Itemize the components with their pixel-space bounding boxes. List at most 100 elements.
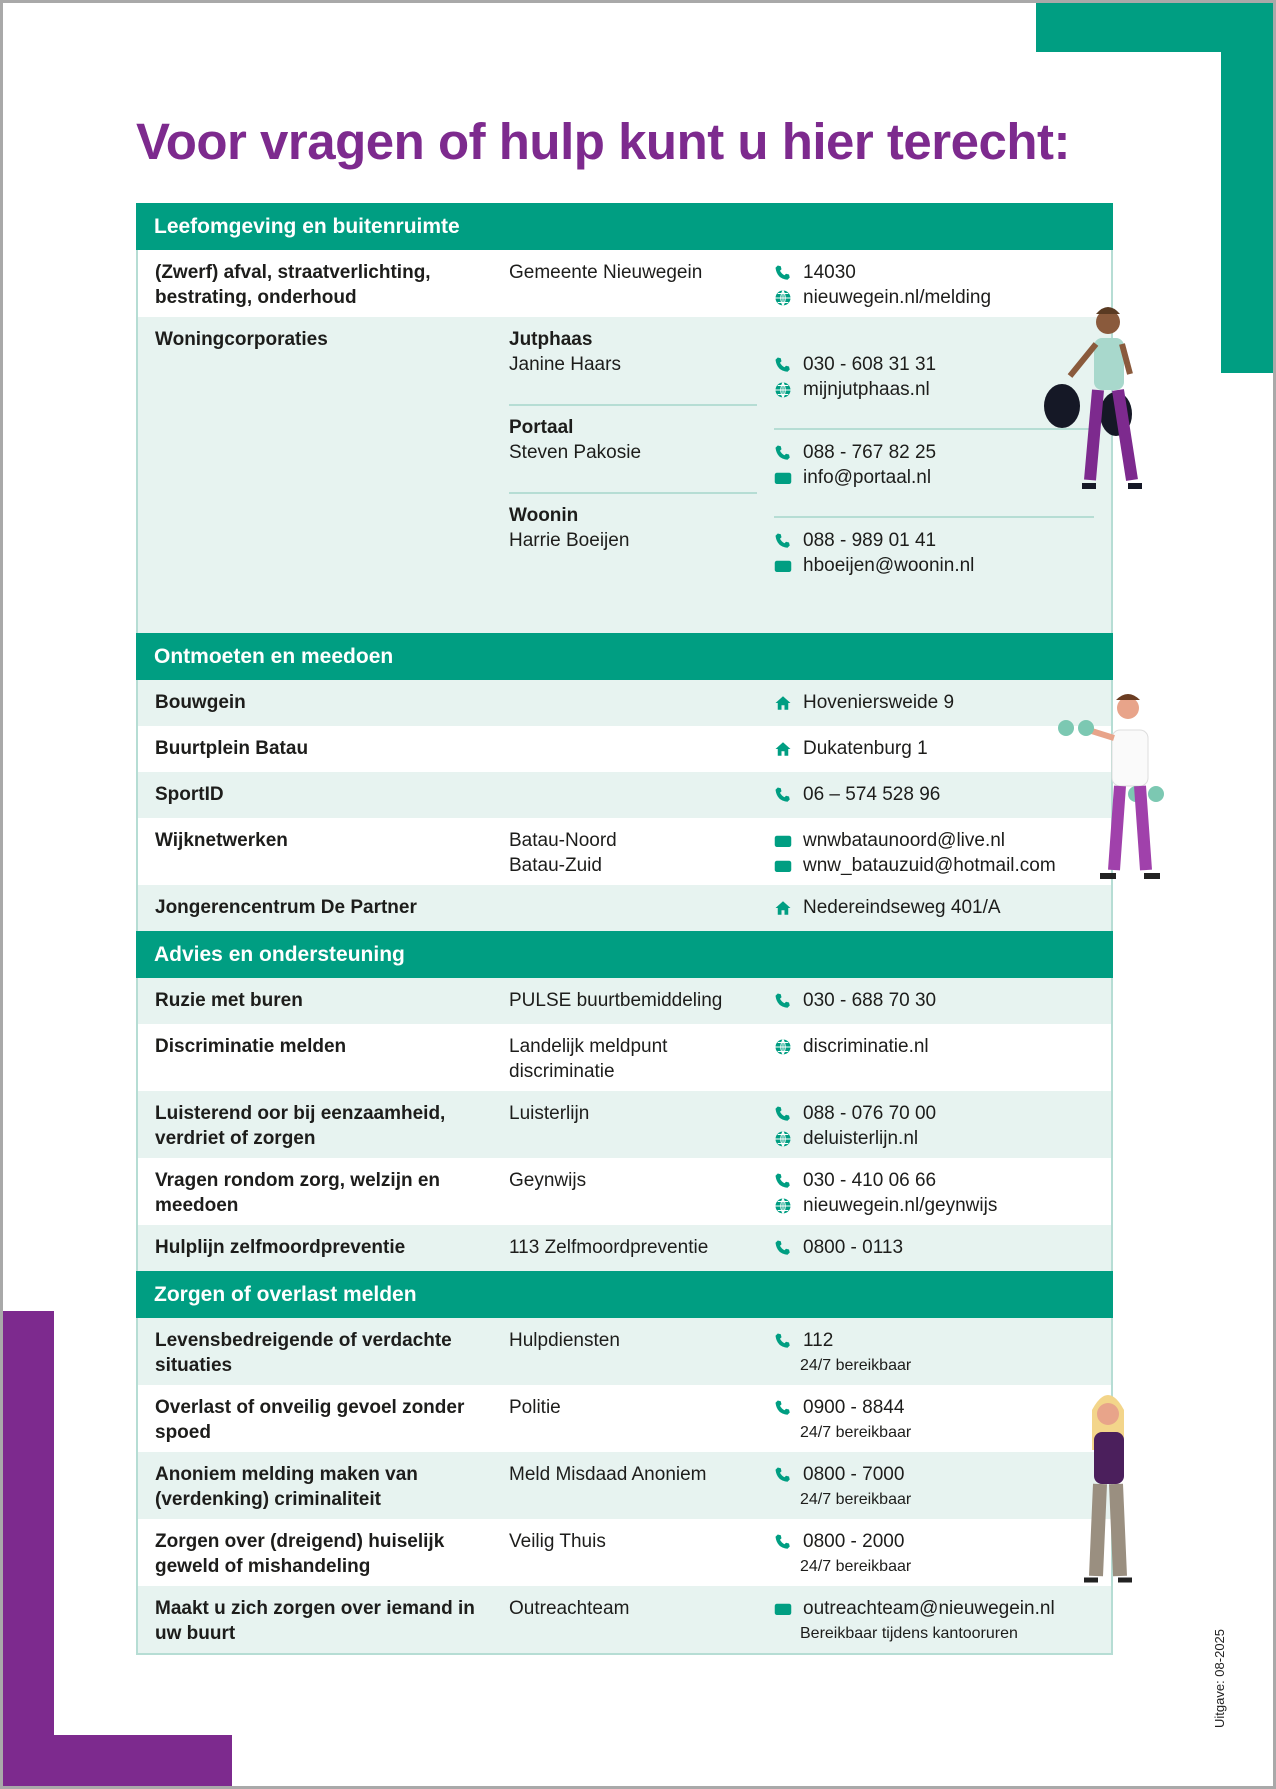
contact-item[interactable]: 0900 - 8844	[774, 1395, 1104, 1420]
phone-icon	[775, 445, 790, 460]
contact-text[interactable]: 030 - 688 70 30	[803, 990, 937, 1011]
contact-item[interactable]: 088 - 989 01 41	[774, 528, 1104, 553]
row-label: Hulplijn zelfmoordpreventie	[155, 1237, 406, 1258]
contact-text[interactable]: nieuwegein.nl/geynwijs	[803, 1195, 998, 1216]
contact-list: 088 - 076 70 00 deluisterlijn.nl	[774, 1101, 1104, 1151]
contact-text[interactable]: 0800 - 2000	[803, 1531, 905, 1552]
contact-item[interactable]: 030 - 608 31 31	[774, 352, 1104, 377]
organization-line: discriminatie	[509, 1061, 615, 1082]
phone-icon	[775, 1173, 790, 1188]
organization-line: Hulpdiensten	[509, 1330, 620, 1351]
home-icon	[775, 695, 791, 710]
row-label: Bouwgein	[155, 692, 246, 713]
contact-list: 112 24/7 bereikbaar	[774, 1328, 1104, 1378]
contact-item[interactable]: outreachteam@nieuwegein.nl	[774, 1596, 1104, 1621]
contact-text[interactable]: discriminatie.nl	[803, 1036, 929, 1057]
table-row: Ruzie met buren PULSE buurtbemiddeling 030…	[138, 978, 1111, 1024]
contact-item[interactable]: 06 – 574 528 96	[774, 782, 1104, 807]
contact-text[interactable]: outreachteam@nieuwegein.nl	[803, 1598, 1055, 1619]
availability-note: 24/7 bereikbaar	[800, 1491, 912, 1508]
contact-list: 0800 - 7000 24/7 bereikbaar	[774, 1462, 1104, 1512]
divider	[774, 428, 1094, 430]
phone-icon	[775, 1240, 790, 1255]
contact-item[interactable]: 112	[774, 1328, 1104, 1353]
contact-item[interactable]: 088 - 767 82 25	[774, 440, 1104, 465]
organization: Veilig Thuis	[509, 1529, 749, 1554]
contact-text[interactable]: 0900 - 8844	[803, 1397, 905, 1418]
organization-line: Meld Misdaad Anoniem	[509, 1464, 707, 1485]
organization: Geynwijs	[509, 1168, 749, 1193]
contact-list: 06 – 574 528 96	[774, 782, 1104, 807]
organization: Gemeente Nieuwegein	[509, 260, 749, 285]
organization-group: Woonin Harrie Boeijen	[509, 503, 749, 553]
divider	[509, 492, 757, 494]
contact-item[interactable]: 0800 - 7000	[774, 1462, 1104, 1487]
contact-item[interactable]: Dukatenburg 1	[774, 736, 1104, 761]
row-label: Discriminatie melden	[155, 1036, 347, 1057]
contact-item[interactable]: 0800 - 2000	[774, 1529, 1104, 1554]
row-label: Levensbedreigende of verdachte situaties	[155, 1330, 452, 1376]
contact-text[interactable]: 14030	[803, 262, 856, 283]
contact-list: discriminatie.nl	[774, 1034, 1104, 1059]
contact-list: 030 - 688 70 30	[774, 988, 1104, 1013]
contact-text[interactable]: Dukatenburg 1	[803, 738, 928, 759]
contact-item[interactable]: 088 - 076 70 00	[774, 1101, 1104, 1126]
organization: Landelijk meldpunt discriminatie	[509, 1034, 749, 1084]
organization: Politie	[509, 1395, 749, 1420]
contact-item[interactable]: nieuwegein.nl/geynwijs	[774, 1193, 1104, 1218]
phone-icon	[775, 993, 790, 1008]
contact-item[interactable]: discriminatie.nl	[774, 1034, 1104, 1059]
contact-text[interactable]: info@portaal.nl	[803, 467, 932, 488]
contact-text[interactable]: wnw_batauzuid@hotmail.com	[803, 855, 1056, 876]
contact-item[interactable]: Nedereindseweg 401/A	[774, 895, 1104, 920]
contact-person: Harrie Boeijen	[509, 530, 630, 551]
contact-item[interactable]: 030 - 410 06 66	[774, 1168, 1104, 1193]
contact-text[interactable]: 030 - 608 31 31	[803, 354, 937, 375]
contact-text[interactable]: Hoveniersweide 9	[803, 692, 955, 713]
row-label: Woningcorporaties	[155, 329, 328, 350]
contact-person: Steven Pakosie	[509, 442, 642, 463]
contact-text[interactable]: 088 - 989 01 41	[803, 530, 937, 551]
section-header: Leefomgeving en buitenruimte	[136, 203, 1113, 250]
contact-text[interactable]: Nedereindseweg 401/A	[803, 897, 1001, 918]
contact-item[interactable]: nieuwegein.nl/melding	[774, 285, 1104, 310]
organization: PULSE buurtbemiddeling	[509, 988, 749, 1013]
contact-list: wnwbataunoord@live.nl wnw_batauzuid@hotma…	[774, 828, 1104, 878]
organization-line: Gemeente Nieuwegein	[509, 262, 703, 283]
contact-item[interactable]: Hoveniersweide 9	[774, 690, 1104, 715]
row-label: Ruzie met buren	[155, 990, 303, 1011]
contact-item[interactable]: 0800 - 0113	[774, 1235, 1104, 1260]
contact-text[interactable]: 030 - 410 06 66	[803, 1170, 937, 1191]
contact-text[interactable]: deluisterlijn.nl	[803, 1128, 919, 1149]
contact-text[interactable]: nieuwegein.nl/melding	[803, 287, 992, 308]
contact-text[interactable]: mijnjutphaas.nl	[803, 379, 930, 400]
contact-item[interactable]: mijnjutphaas.nl	[774, 377, 1104, 402]
contact-item[interactable]: info@portaal.nl	[774, 465, 1104, 490]
contact-item[interactable]: 14030	[774, 260, 1104, 285]
contact-item[interactable]: 030 - 688 70 30	[774, 988, 1104, 1013]
row-label: SportID	[155, 784, 224, 805]
globe-icon	[775, 381, 791, 398]
contact-item[interactable]: deluisterlijn.nl	[774, 1126, 1104, 1151]
contact-list: 088 - 989 01 41 hboeijen@woonin.nl	[774, 528, 1104, 578]
contact-list: 0900 - 8844 24/7 bereikbaar	[774, 1395, 1104, 1445]
contact-person: Janine Haars	[509, 354, 621, 375]
row-label: Luisterend oor bij eenzaamheid, verdriet…	[155, 1103, 446, 1149]
contact-list: outreachteam@nieuwegein.nl Bereikbaar tij…	[774, 1596, 1104, 1646]
contact-text[interactable]: 0800 - 0113	[803, 1237, 904, 1258]
contact-text[interactable]: 0800 - 7000	[803, 1464, 905, 1485]
contact-item[interactable]: hboeijen@woonin.nl	[774, 553, 1104, 578]
phone-icon	[775, 1467, 790, 1482]
contact-item[interactable]: wnwbataunoord@live.nl	[774, 828, 1104, 853]
contact-text[interactable]: 088 - 767 82 25	[803, 442, 937, 463]
contact-text[interactable]: hboeijen@woonin.nl	[803, 555, 975, 576]
contact-item[interactable]: wnw_batauzuid@hotmail.com	[774, 853, 1104, 878]
contact-text[interactable]: wnwbataunoord@live.nl	[803, 830, 1006, 851]
globe-icon	[775, 1130, 791, 1147]
mail-icon	[774, 835, 792, 847]
section-header: Ontmoeten en meedoen	[136, 633, 1113, 680]
contact-text[interactable]: 088 - 076 70 00	[803, 1103, 937, 1124]
contact-text[interactable]: 112	[803, 1330, 834, 1351]
table-row: Anoniem melding maken van (verdenking) c…	[138, 1452, 1111, 1519]
contact-text[interactable]: 06 – 574 528 96	[803, 784, 941, 805]
